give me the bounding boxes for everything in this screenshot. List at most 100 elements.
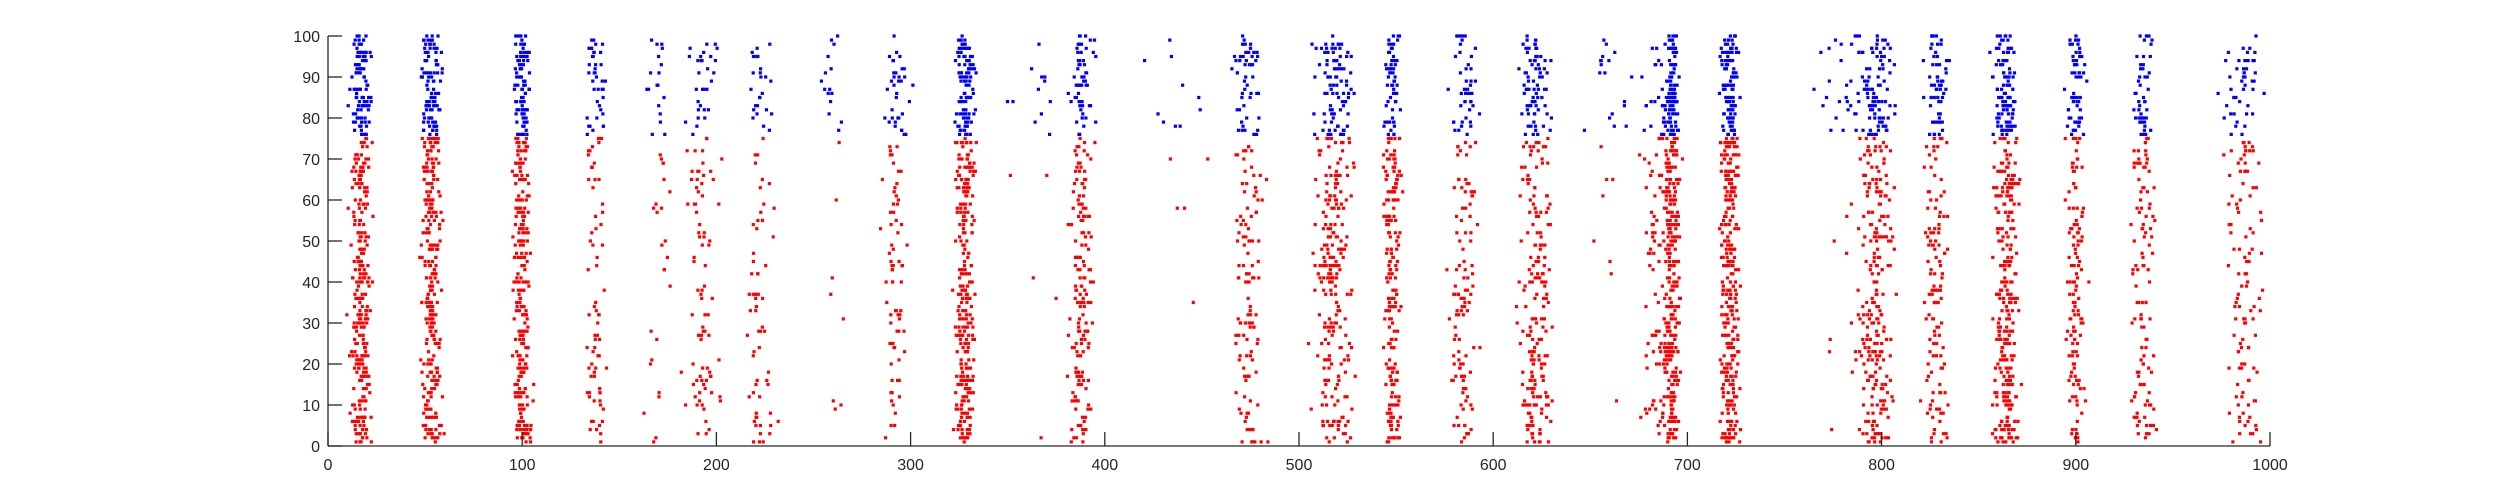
spike-point bbox=[1237, 231, 1241, 235]
spike-point bbox=[1386, 132, 1390, 136]
spike-point bbox=[429, 288, 433, 292]
spike-point bbox=[891, 264, 895, 268]
spike-point bbox=[428, 71, 433, 75]
spike-point bbox=[353, 292, 357, 296]
spike-point bbox=[961, 370, 965, 374]
spike-point bbox=[1081, 206, 1085, 210]
spike-point bbox=[1530, 370, 1534, 374]
spike-point bbox=[1668, 194, 1672, 198]
spike-point bbox=[1725, 366, 1729, 370]
spike-point bbox=[1668, 296, 1672, 300]
spike-point bbox=[1387, 272, 1391, 276]
spike-point bbox=[522, 59, 526, 63]
spike-point bbox=[598, 391, 602, 395]
spike-point bbox=[1669, 239, 1673, 243]
spike-point bbox=[1672, 198, 1676, 202]
spike-point bbox=[1856, 288, 1860, 292]
spike-point bbox=[717, 358, 721, 362]
spike-point bbox=[1870, 46, 1874, 50]
spike-point bbox=[430, 202, 434, 206]
spike-point bbox=[1322, 112, 1326, 116]
spike-point bbox=[365, 186, 369, 190]
spike-point bbox=[430, 284, 434, 288]
spike-point bbox=[355, 329, 359, 333]
spike-point bbox=[1256, 198, 1260, 202]
spike-point bbox=[1330, 423, 1334, 428]
spike-point bbox=[1722, 366, 1727, 370]
spike-point bbox=[964, 83, 968, 87]
spike-point bbox=[1079, 284, 1083, 288]
spike-point bbox=[1533, 124, 1538, 128]
spike-point bbox=[754, 423, 758, 428]
spike-point bbox=[1247, 280, 1251, 284]
spike-point bbox=[1466, 276, 1470, 280]
spike-point bbox=[1730, 247, 1734, 251]
spike-point bbox=[1648, 264, 1652, 268]
spike-point bbox=[1082, 231, 1086, 235]
spike-point bbox=[1939, 366, 1943, 370]
spike-point bbox=[1674, 124, 1678, 128]
spike-point bbox=[1326, 132, 1330, 136]
spike-point bbox=[1544, 210, 1548, 214]
spike-point bbox=[2000, 309, 2004, 313]
spike-point bbox=[1394, 218, 1398, 223]
spike-point bbox=[1673, 337, 1677, 341]
spike-point bbox=[1352, 165, 1356, 169]
spike-point bbox=[1876, 124, 1880, 128]
spike-point bbox=[1999, 264, 2003, 268]
spike-point bbox=[2008, 153, 2013, 157]
spike-point bbox=[1469, 100, 1473, 104]
spike-point bbox=[357, 317, 362, 321]
spike-point bbox=[1677, 321, 1681, 325]
spike-point bbox=[1266, 440, 1270, 444]
spike-point bbox=[436, 71, 440, 75]
spike-point bbox=[423, 165, 427, 169]
spike-point bbox=[1643, 407, 1647, 411]
spike-point bbox=[1864, 370, 1868, 374]
spike-point bbox=[1658, 186, 1662, 190]
spike-point bbox=[2000, 186, 2005, 190]
spike-point bbox=[1525, 423, 1529, 428]
spike-point bbox=[967, 71, 971, 75]
spike-point bbox=[961, 202, 965, 206]
spike-point bbox=[429, 149, 433, 153]
spike-point bbox=[1720, 63, 1724, 67]
spike-point bbox=[1528, 177, 1532, 182]
spike-point bbox=[2019, 382, 2023, 387]
spike-point bbox=[1536, 132, 1540, 136]
spike-point bbox=[961, 346, 965, 350]
spike-point bbox=[705, 136, 709, 141]
spike-point bbox=[1087, 231, 1091, 235]
spike-point bbox=[1331, 276, 1335, 280]
spike-point bbox=[370, 280, 375, 284]
spike-point bbox=[1344, 243, 1348, 247]
spike-point bbox=[889, 259, 893, 264]
spike-point bbox=[429, 321, 434, 325]
spike-point bbox=[2001, 63, 2005, 67]
spike-point bbox=[1456, 153, 1460, 157]
spike-point bbox=[968, 161, 972, 165]
spike-point bbox=[1669, 83, 1673, 87]
spike-point bbox=[1461, 387, 1465, 391]
spike-point bbox=[707, 243, 711, 247]
spike-point bbox=[1672, 182, 1676, 186]
spike-point bbox=[2009, 227, 2013, 231]
spike-point bbox=[1845, 214, 1849, 218]
spike-point bbox=[1725, 419, 1730, 423]
spike-point bbox=[1069, 223, 1074, 227]
spike-point bbox=[1671, 91, 1675, 95]
spike-point bbox=[834, 198, 838, 202]
spike-point bbox=[1396, 419, 1400, 423]
spike-point bbox=[761, 136, 765, 141]
spike-point bbox=[432, 321, 436, 325]
spike-point bbox=[1727, 145, 1731, 149]
spike-point bbox=[1724, 333, 1728, 337]
spike-point bbox=[1078, 268, 1082, 272]
spike-point bbox=[2014, 141, 2018, 145]
spike-point bbox=[711, 177, 715, 182]
spike-point bbox=[1723, 153, 1727, 157]
spike-point bbox=[1536, 149, 1540, 153]
spike-point bbox=[1329, 292, 1333, 296]
burst-518 bbox=[1306, 34, 1357, 444]
spike-point bbox=[2017, 309, 2021, 313]
